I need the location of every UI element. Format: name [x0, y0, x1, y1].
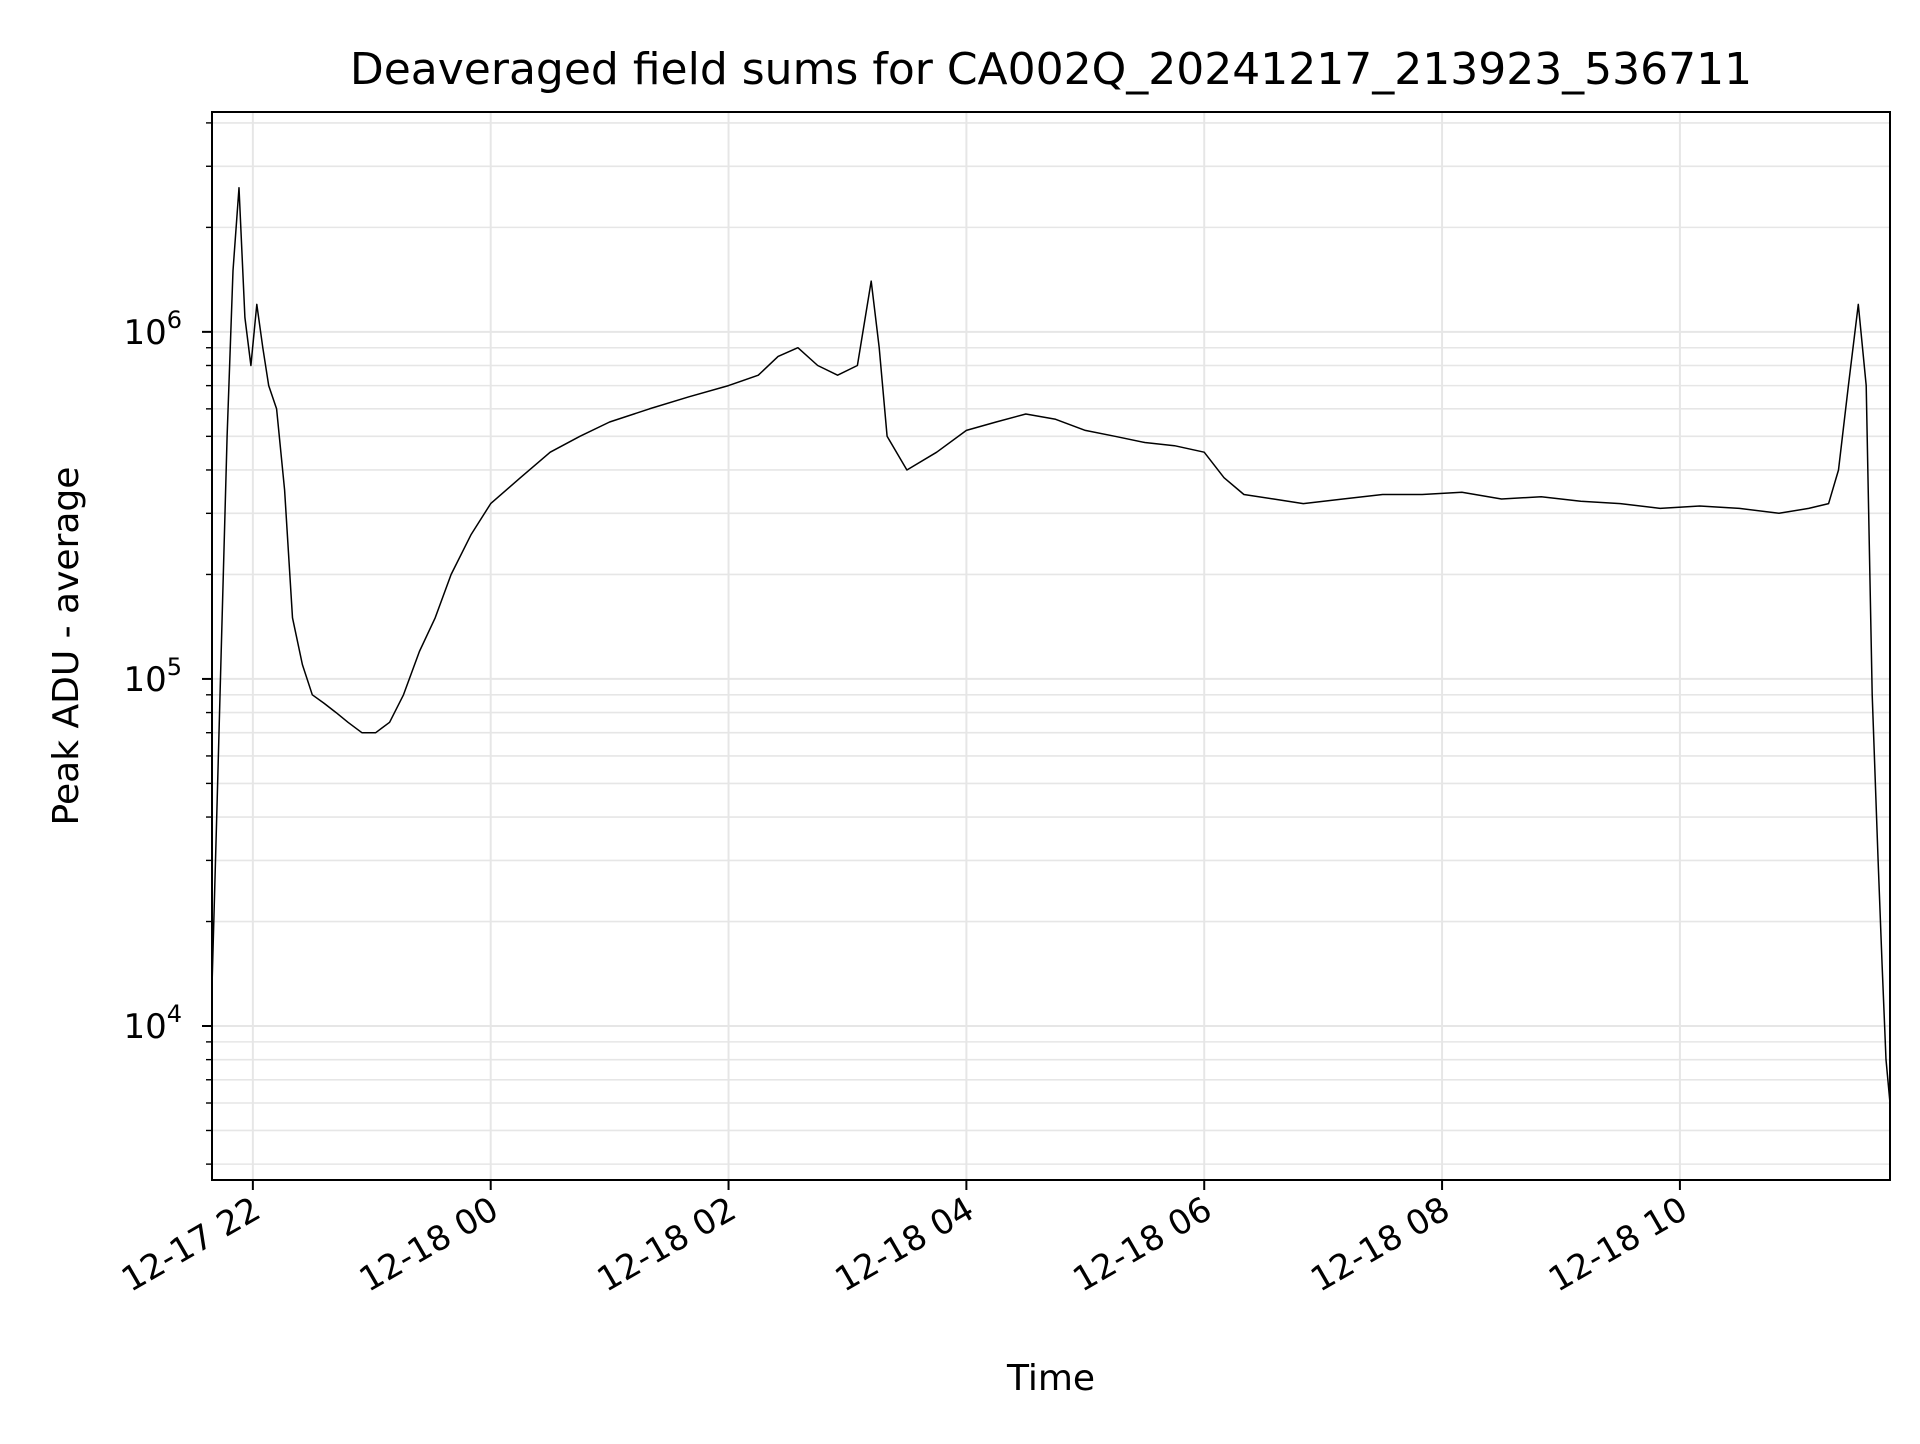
chart-title: Deaveraged field sums for CA002Q_2024121… [350, 44, 1752, 95]
y-tick-label-base: 10 [123, 313, 166, 353]
plot-frame [211, 111, 1891, 1181]
y-tick-label-base: 10 [123, 660, 166, 700]
y-tick-label: 106 [123, 306, 182, 353]
grid-layer [212, 112, 1890, 1180]
y-tick-label-exponent: 4 [167, 1000, 182, 1028]
series-line-0 [211, 187, 1891, 1104]
y-tick-label-exponent: 5 [167, 653, 182, 681]
y-tick-label: 105 [123, 653, 182, 700]
y-tick-label-base: 10 [123, 1007, 166, 1047]
y-axis-label: Peak ADU - average [46, 467, 87, 826]
y-tick-label: 104 [123, 1000, 182, 1047]
series-layer [211, 187, 1891, 1104]
x-axis-label: Time [1006, 1358, 1095, 1399]
y-tick-label-exponent: 6 [167, 306, 182, 334]
